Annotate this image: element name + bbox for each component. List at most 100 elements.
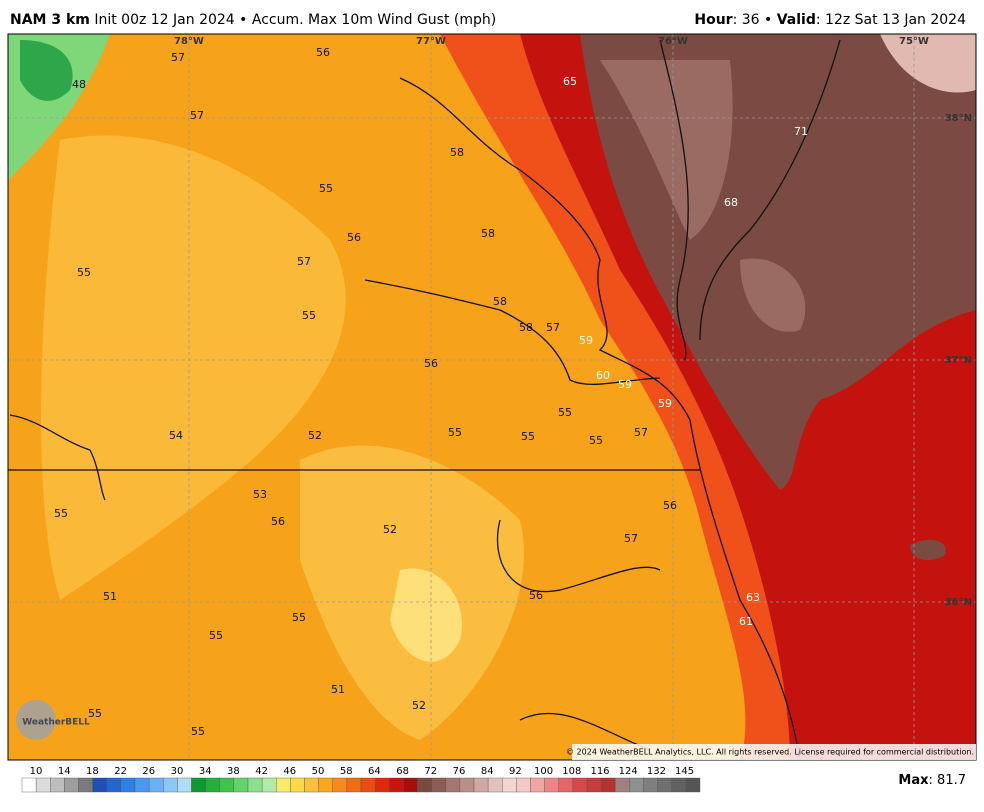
- value-label: 55: [88, 707, 102, 720]
- colorbar-swatch: [374, 777, 390, 793]
- coast: [399, 77, 801, 760]
- colorbar-tick: 124: [619, 766, 638, 777]
- colorbar-tick: 132: [647, 766, 666, 777]
- colorbar-swatch: [332, 777, 348, 793]
- pink-zone: [880, 34, 976, 93]
- colorbar-swatch: [191, 777, 206, 793]
- value-label: 57: [190, 109, 204, 122]
- colorbar-swatch: [64, 777, 79, 793]
- graticule: [8, 34, 976, 760]
- value-label: 58: [519, 321, 533, 334]
- brown-patch: [910, 539, 946, 561]
- colorbar-tick: 76: [453, 766, 466, 777]
- value-label: 57: [546, 321, 560, 334]
- colorbar-swatch: [290, 777, 305, 793]
- colorbar-swatch: [92, 777, 107, 793]
- value-label: 48: [72, 78, 86, 91]
- copyright-bg: [572, 744, 976, 760]
- colorbar-swatch: [276, 777, 291, 793]
- value-label: 71: [794, 125, 808, 138]
- value-label: 55: [302, 309, 316, 322]
- brown-light: [600, 60, 733, 240]
- brown-light: [740, 258, 806, 332]
- value-label: 55: [292, 611, 306, 624]
- colorbar-tick: 108: [562, 766, 581, 777]
- field-patch: [41, 135, 346, 600]
- lat-label: 37°N: [945, 355, 972, 366]
- colorbar-swatch: [445, 777, 461, 793]
- value-label: 56: [424, 357, 438, 370]
- colorbar-swatch: [219, 777, 235, 793]
- max-readout: Max: 81.7: [898, 773, 966, 788]
- colorbar-swatch: [261, 777, 277, 793]
- lat-label: 38°N: [945, 113, 972, 124]
- hour-label: Hour: [694, 12, 732, 28]
- colorbar-swatch: [78, 777, 93, 793]
- value-label: 56: [529, 589, 543, 602]
- value-label: 60: [596, 369, 610, 382]
- header-right: Hour: 36 • Valid: 12z Sat 13 Jan 2024: [694, 12, 966, 28]
- colorbar-tick: 30: [171, 766, 184, 777]
- separator: •: [239, 12, 247, 28]
- colorbar-swatch: [177, 777, 192, 793]
- value-label: 55: [558, 406, 572, 419]
- colorbar-swatch: [389, 777, 404, 793]
- max-value: : 81.7: [929, 773, 966, 788]
- colorbar-swatch: [205, 777, 220, 793]
- colorbar-swatch: [304, 777, 319, 793]
- value-label: 61: [739, 615, 753, 628]
- colorbar-swatch: [516, 777, 531, 793]
- value-label: 59: [579, 334, 593, 347]
- colorbar-swatch: [502, 777, 517, 793]
- lon-label: 78°W: [174, 36, 204, 47]
- lon-label: 77°W: [416, 36, 446, 47]
- value-label: 55: [589, 434, 603, 447]
- value-label: 56: [663, 499, 677, 512]
- colorbar-swatch: [120, 777, 136, 793]
- copyright: © 2024 WeatherBELL Analytics, LLC. All r…: [566, 748, 974, 757]
- value-label: 55: [521, 430, 535, 443]
- lat-label: 36°N: [945, 597, 972, 608]
- colorbar-tick: 22: [114, 766, 127, 777]
- value-label: 52: [412, 699, 426, 712]
- colorbar-swatch: [459, 777, 475, 793]
- colorbar-swatch: [346, 777, 362, 793]
- colorbar-swatch: [572, 777, 588, 793]
- value-label: 52: [383, 523, 397, 536]
- value-label: 51: [103, 590, 117, 603]
- value-label: 58: [493, 295, 507, 308]
- colorbar-tick: 116: [590, 766, 609, 777]
- colorbar-swatch: [685, 777, 701, 793]
- value-labels: 57 56 48 57 65 58 71 55 56 58 68 55 57 55 58 58 57 59 56 60…: [54, 46, 808, 738]
- value-label: 57: [634, 426, 648, 439]
- colorbar-tick: 26: [142, 766, 155, 777]
- value-label: 53: [253, 488, 267, 501]
- sound-shore: [496, 519, 661, 593]
- value-label: 57: [297, 255, 311, 268]
- value-label: 58: [481, 227, 495, 240]
- sound-shore: [519, 712, 651, 751]
- colorbar-swatch: [431, 777, 446, 793]
- colorbar-swatch: [629, 777, 644, 793]
- colorbar-swatch: [530, 777, 545, 793]
- value-label: 56: [271, 515, 285, 528]
- colorbar-tick: 42: [255, 766, 268, 777]
- colorbar-swatch: [615, 777, 630, 793]
- map-frame: [7, 33, 977, 761]
- colorbar-swatch: [163, 777, 178, 793]
- colorbar-swatch: [360, 777, 376, 793]
- colorbar-swatch: [318, 777, 333, 793]
- product: Accum. Max 10m Wind Gust (mph): [252, 12, 496, 28]
- value-label: 55: [448, 426, 462, 439]
- hour: : 36: [733, 12, 760, 28]
- colorbar-swatch: [643, 777, 658, 793]
- lon-label: 76°W: [658, 36, 688, 47]
- map: 57 56 48 57 65 58 71 55 56 58 68 55 57 55 58 58 57 59 56 60…: [8, 34, 976, 760]
- green-patch: [20, 40, 73, 101]
- lon-label: 75°W: [899, 36, 929, 47]
- colorbar-swatch: [417, 777, 432, 793]
- separator: •: [764, 12, 772, 28]
- logo-mark: [16, 700, 56, 740]
